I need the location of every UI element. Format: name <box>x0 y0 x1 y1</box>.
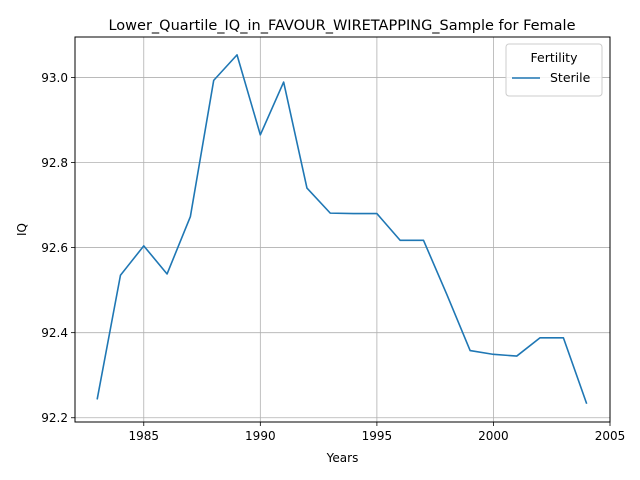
y-axis-label: IQ <box>15 223 29 236</box>
legend-title: Fertility <box>531 50 579 65</box>
y-tick-label: 92.8 <box>41 156 68 170</box>
x-axis-label: Years <box>326 451 359 465</box>
y-tick-label: 92.6 <box>41 241 68 255</box>
series-lines <box>96 54 588 404</box>
y-axis-ticks: 92.2 92.4 92.6 92.8 93.0 <box>41 71 75 425</box>
y-tick-label: 92.4 <box>41 326 68 340</box>
x-tick-label: 1985 <box>128 429 159 443</box>
plot-frame <box>74 36 611 423</box>
legend-box <box>505 43 603 97</box>
x-tick-label: 2005 <box>595 429 626 443</box>
x-tick-label: 2000 <box>478 429 509 443</box>
x-axis-ticks: 1985 1990 1995 2000 2005 <box>128 422 625 443</box>
y-tick-label: 93.0 <box>41 71 68 85</box>
series-line-sterile <box>96 54 588 404</box>
y-tick-label: 92.2 <box>41 411 68 425</box>
legend-label: Sterile <box>550 70 591 85</box>
chart-title: Lower_Quartile_IQ_in_FAVOUR_WIRETAPPING_… <box>108 18 575 34</box>
legend: Fertility Sterile <box>505 43 603 97</box>
x-tick-label: 1990 <box>245 429 276 443</box>
x-tick-label: 1995 <box>362 429 393 443</box>
